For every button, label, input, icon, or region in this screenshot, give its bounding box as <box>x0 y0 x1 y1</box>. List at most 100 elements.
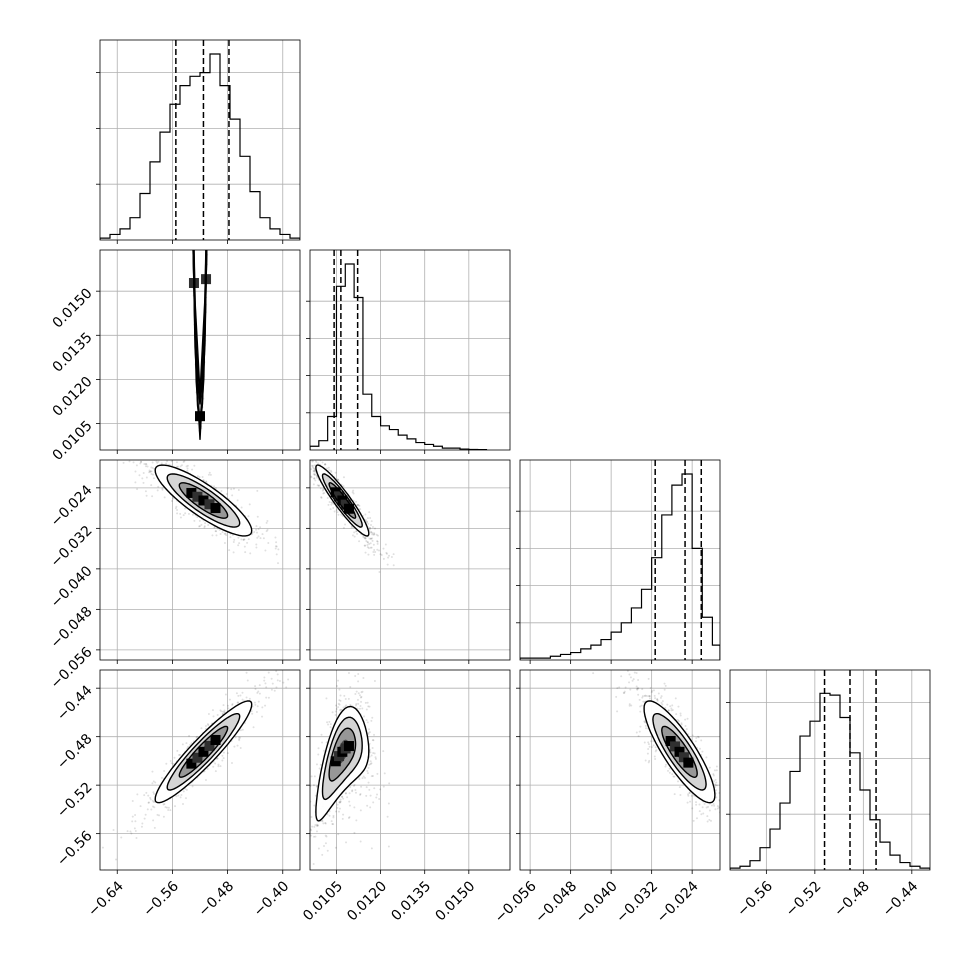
sample-point <box>656 698 659 701</box>
sample-point <box>208 95 210 97</box>
ytick-label-row1-3: 0.0150 <box>50 286 96 332</box>
sample-point <box>314 479 317 482</box>
sample-point <box>207 187 209 189</box>
sample-point <box>145 463 148 466</box>
sample-point <box>185 742 188 745</box>
sample-point <box>237 536 240 539</box>
sample-point <box>639 710 642 713</box>
sample-point <box>339 800 342 803</box>
sample-point <box>385 552 388 555</box>
sample-point <box>363 537 366 540</box>
sample-point <box>273 689 276 692</box>
sample-point <box>370 537 373 540</box>
sample-point <box>374 527 377 530</box>
sample-point <box>205 480 208 483</box>
sample-point <box>368 788 371 791</box>
xtick-label-col2-0: −0.056 <box>492 878 540 926</box>
sample-point <box>223 711 226 714</box>
sample-point <box>144 453 146 455</box>
sample-point <box>300 455 302 457</box>
panel-2-1-contour-1 <box>328 482 357 519</box>
sample-point <box>212 765 215 768</box>
sample-point <box>656 699 659 702</box>
hist-3-frame <box>729 669 931 871</box>
sample-point <box>234 736 237 739</box>
sample-point <box>347 697 350 700</box>
sample-point <box>674 697 677 700</box>
sample-point <box>167 808 170 811</box>
sample-point <box>684 725 687 728</box>
sample-point <box>211 709 214 712</box>
sample-point <box>126 830 129 833</box>
sample-point <box>628 673 631 676</box>
sample-point <box>209 81 211 83</box>
sample-point <box>373 532 376 535</box>
core-cell <box>204 499 215 510</box>
sample-point <box>207 206 209 208</box>
hist-2-frame <box>519 459 721 661</box>
sample-point <box>671 704 674 707</box>
sample-point <box>258 692 261 695</box>
sample-point <box>162 456 164 458</box>
sample-point <box>623 690 626 693</box>
sample-point <box>631 679 634 682</box>
sample-point <box>206 214 208 216</box>
sample-point <box>192 229 194 231</box>
xtick-label-col1-1: 0.0120 <box>344 878 390 924</box>
sample-point <box>334 846 337 849</box>
panel-3-0-core <box>186 734 221 769</box>
sample-point <box>372 550 375 553</box>
sample-point <box>190 129 192 131</box>
sample-point <box>237 489 240 492</box>
sample-point <box>652 689 655 692</box>
sample-point <box>363 715 366 718</box>
sample-point <box>364 536 367 539</box>
sample-point <box>605 656 607 658</box>
sample-point <box>233 745 236 748</box>
sample-point <box>306 853 308 855</box>
sample-point <box>664 763 667 766</box>
sample-point <box>386 815 389 818</box>
sample-point <box>245 696 248 699</box>
sample-point <box>722 786 724 788</box>
hist-3-bars <box>730 692 930 870</box>
sample-point <box>647 761 650 764</box>
sample-point <box>369 517 372 520</box>
sample-point <box>222 704 225 707</box>
sample-point <box>278 680 281 683</box>
sample-point <box>365 521 368 524</box>
sample-point <box>297 891 299 893</box>
panel-2-0-core <box>186 487 221 514</box>
sample-point <box>367 705 370 708</box>
sample-point <box>645 727 648 730</box>
sample-point <box>249 552 252 555</box>
sample-point <box>714 784 717 787</box>
sample-point <box>179 465 182 468</box>
sample-point <box>324 463 327 466</box>
sample-point <box>192 240 194 242</box>
sample-point <box>371 537 374 540</box>
sample-point <box>329 469 332 472</box>
sample-point <box>676 718 679 721</box>
sample-point <box>345 792 348 795</box>
sample-point <box>130 832 133 835</box>
sample-point <box>369 542 372 545</box>
sample-point <box>708 809 711 812</box>
sample-point <box>713 780 716 783</box>
sample-point <box>303 882 305 884</box>
sample-point <box>305 450 307 452</box>
sample-point <box>698 747 701 750</box>
sample-point <box>233 538 236 541</box>
sample-point <box>214 530 217 533</box>
sample-point <box>265 521 268 524</box>
sample-point <box>134 814 137 817</box>
sample-point <box>188 734 191 737</box>
sample-point <box>371 747 374 750</box>
ytick-label-row2-3: −0.032 <box>48 523 96 571</box>
sample-point <box>376 540 379 543</box>
sample-point <box>163 803 166 806</box>
histogram-panel-2 <box>516 459 721 664</box>
sample-point <box>132 461 135 464</box>
sample-point <box>330 820 333 823</box>
sample-point <box>185 465 188 468</box>
